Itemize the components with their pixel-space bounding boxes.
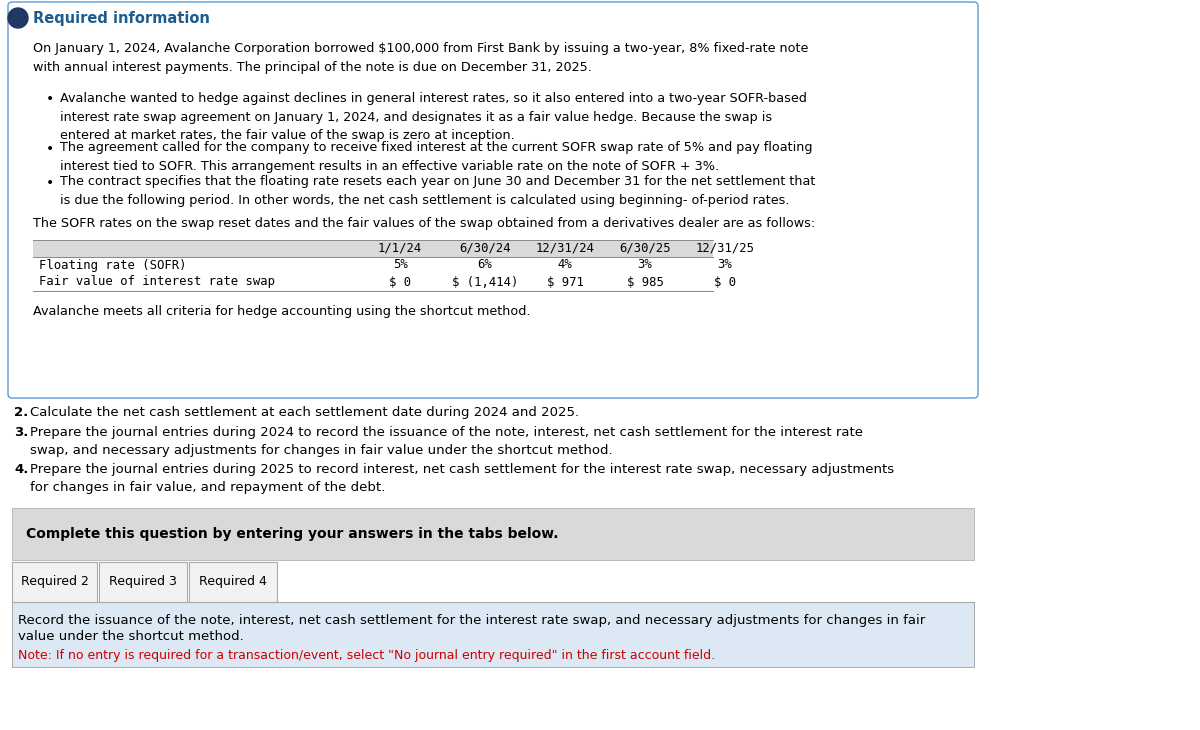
Text: Required 2: Required 2 [20,575,89,588]
Text: $ 971: $ 971 [546,275,583,288]
Text: 3.: 3. [14,426,29,439]
FancyBboxPatch shape [190,562,277,602]
FancyBboxPatch shape [8,2,978,398]
Text: Calculate the net cash settlement at each settlement date during 2024 and 2025.: Calculate the net cash settlement at eac… [30,406,580,419]
Circle shape [8,8,28,28]
Text: $ 0: $ 0 [389,275,412,288]
FancyBboxPatch shape [12,562,97,602]
Text: Prepare the journal entries during 2024 to record the issuance of the note, inte: Prepare the journal entries during 2024 … [30,426,863,457]
Text: 12/31/24: 12/31/24 [535,242,594,255]
Text: The agreement called for the company to receive fixed interest at the current SO: The agreement called for the company to … [60,142,812,173]
Text: •: • [46,142,54,155]
Text: The SOFR rates on the swap reset dates and the fair values of the swap obtained : The SOFR rates on the swap reset dates a… [34,218,815,231]
Text: 3%: 3% [637,258,653,272]
Bar [34,239,713,256]
Text: On January 1, 2024, Avalanche Corporation borrowed $100,000 from First Bank by i: On January 1, 2024, Avalanche Corporatio… [34,42,809,74]
Text: Avalanche meets all criteria for hedge accounting using the shortcut method.: Avalanche meets all criteria for hedge a… [34,304,530,318]
Bar [12,602,974,667]
Text: Record the issuance of the note, interest, net cash settlement for the interest : Record the issuance of the note, interes… [18,614,925,627]
Text: The contract specifies that the floating rate resets each year on June 30 and De: The contract specifies that the floating… [60,175,815,207]
Text: Avalanche wanted to hedge against declines in general interest rates, so it also: Avalanche wanted to hedge against declin… [60,92,806,142]
Text: Required 4: Required 4 [199,575,266,588]
Text: Fair value of interest rate swap: Fair value of interest rate swap [38,275,275,288]
Text: 12/31/25: 12/31/25 [696,242,755,255]
Text: 6/30/24: 6/30/24 [460,242,511,255]
Text: $ 0: $ 0 [714,275,736,288]
Text: 1/1/24: 1/1/24 [378,242,422,255]
Text: 6%: 6% [478,258,492,272]
Text: Prepare the journal entries during 2025 to record interest, net cash settlement : Prepare the journal entries during 2025 … [30,463,894,494]
Bar [12,508,974,560]
Text: Note: If no entry is required for a transaction/event, select "No journal entry : Note: If no entry is required for a tran… [18,649,715,662]
Text: •: • [46,175,54,190]
Text: Floating rate (SOFR): Floating rate (SOFR) [38,258,186,272]
Text: $ (1,414): $ (1,414) [452,275,518,288]
Text: Complete this question by entering your answers in the tabs below.: Complete this question by entering your … [26,527,558,541]
Text: 5%: 5% [392,258,407,272]
Text: Required information: Required information [34,10,210,26]
Text: 6/30/25: 6/30/25 [619,242,671,255]
Text: 4.: 4. [14,463,29,476]
Text: Required 3: Required 3 [109,575,176,588]
Text: 3%: 3% [718,258,732,272]
FancyBboxPatch shape [98,562,187,602]
Text: $ 985: $ 985 [626,275,664,288]
Text: value under the shortcut method.: value under the shortcut method. [18,630,244,643]
Text: 2.: 2. [14,406,29,419]
Text: 4%: 4% [558,258,572,272]
Text: •: • [46,92,54,106]
